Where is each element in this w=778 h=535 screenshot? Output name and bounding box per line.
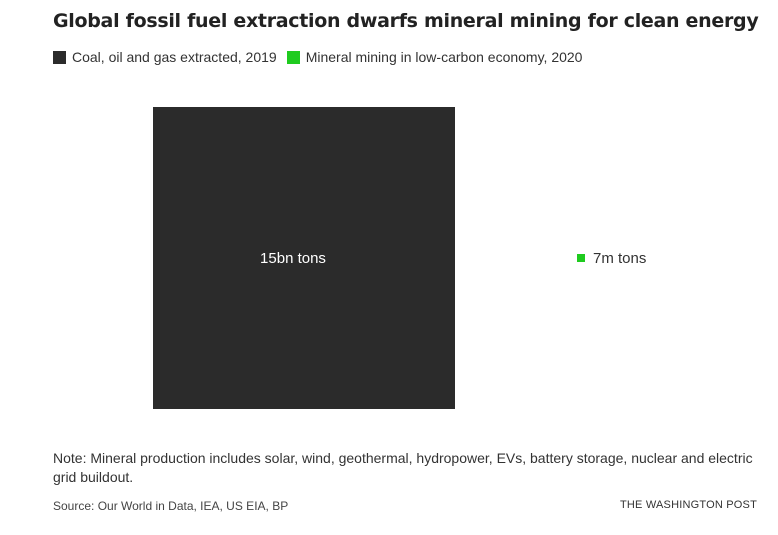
label-mineral: 7m tons (593, 250, 646, 267)
legend-item-fossil: Coal, oil and gas extracted, 2019 (53, 49, 277, 65)
legend-swatch-fossil (53, 50, 66, 64)
legend-item-mineral: Mineral mining in low-carbon economy, 20… (286, 49, 583, 65)
legend-label-mineral: Mineral mining in low-carbon economy, 20… (305, 49, 583, 65)
square-mineral (577, 254, 585, 262)
legend-swatch-mineral (286, 50, 300, 64)
chart-note: Note: Mineral production includes solar,… (53, 450, 753, 485)
chart-source: Source: Our World in Data, IEA, US EIA, … (53, 499, 289, 513)
label-fossil: 15bn tons (260, 250, 326, 267)
square-fossil (153, 107, 455, 409)
legend: Coal, oil and gas extracted, 2019 Minera… (53, 49, 592, 65)
chart-title: Global fossil fuel extraction dwarfs min… (53, 10, 759, 32)
publisher-brand: THE WASHINGTON POST (619, 499, 757, 511)
legend-label-fossil: Coal, oil and gas extracted, 2019 (72, 49, 277, 65)
